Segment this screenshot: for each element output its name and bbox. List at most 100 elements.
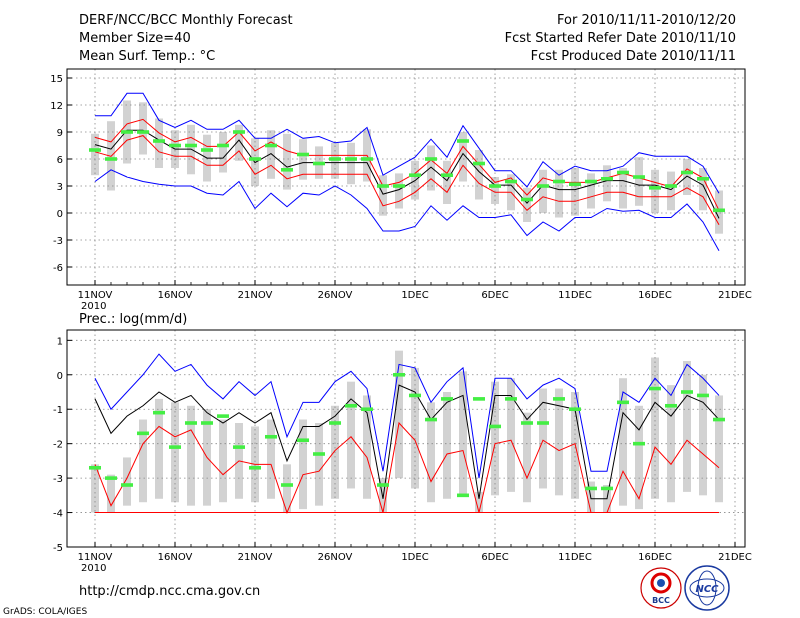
ensemble-box (299, 419, 307, 510)
mean-marker (425, 157, 437, 161)
mean-marker (345, 157, 357, 161)
mean-marker (361, 407, 373, 412)
ensemble-box (267, 419, 275, 499)
x-tick-label: 21DEC (718, 290, 752, 301)
series-line-max (94, 353, 720, 479)
ensemble-box (539, 169, 547, 213)
ensemble-box (219, 419, 227, 503)
ensemble-box (219, 132, 227, 173)
plot-frame (66, 68, 746, 286)
mean-marker (153, 139, 165, 143)
mean-marker (377, 483, 389, 487)
mean-marker (201, 148, 213, 152)
mean-marker (169, 143, 181, 148)
mean-marker (553, 397, 565, 401)
mean-marker (137, 431, 149, 436)
mean-marker (585, 179, 597, 184)
ncc-logo: NCC (684, 565, 730, 611)
ensemble-box (443, 392, 451, 499)
ensemble-box (603, 165, 611, 202)
mean-marker (217, 414, 229, 418)
x-tick-year-label: 2010 (81, 563, 106, 574)
mean-marker (89, 465, 101, 470)
mean-marker (473, 397, 485, 401)
mean-marker (505, 397, 517, 401)
ensemble-box (699, 374, 707, 496)
mean-marker (137, 130, 149, 134)
x-tick-label: 1DEC (401, 290, 428, 301)
mean-marker (185, 143, 197, 148)
bcc-logo: BCC (640, 567, 682, 609)
ensemble-box (411, 367, 419, 489)
mean-marker (521, 421, 533, 425)
mean-marker (457, 139, 469, 143)
y-tick-label: 9 (57, 128, 63, 139)
plot-frame (66, 329, 746, 548)
ensemble-box (587, 173, 595, 209)
mean-marker (585, 486, 597, 491)
ensemble-box (523, 412, 531, 503)
mean-marker (569, 407, 581, 412)
ensemble-box (683, 361, 691, 492)
mean-marker (569, 182, 581, 186)
x-tick-label: 6DEC (481, 552, 508, 563)
x-tick-label: 11NOV (78, 552, 113, 563)
ensemble-box (635, 157, 643, 206)
forecast-period: For 2010/11/11-2010/12/20 (557, 13, 736, 28)
fcst-produced-date: Fcst Produced Date 2010/11/11 (531, 49, 736, 64)
mean-marker (601, 177, 613, 181)
mean-marker (393, 184, 405, 188)
x-tick-label: 21NOV (238, 552, 273, 563)
y-tick-label: 0 (57, 371, 63, 382)
mean-marker (553, 179, 565, 184)
ensemble-box (155, 398, 163, 499)
ensemble-box (379, 175, 387, 216)
mean-marker (105, 157, 117, 161)
ensemble-box (539, 388, 547, 489)
mean-marker (265, 434, 277, 439)
y-tick-label: 1 (57, 336, 63, 347)
y-tick-label: 15 (50, 74, 63, 85)
y-tick-label: -2 (53, 440, 63, 451)
ensemble-box (651, 357, 659, 499)
mean-marker (313, 452, 325, 456)
mean-marker (505, 179, 517, 184)
ensemble-box (459, 132, 467, 182)
mean-marker (121, 130, 133, 134)
mean-marker (649, 186, 661, 190)
mean-marker (265, 143, 277, 148)
series-line-min (94, 169, 720, 252)
mean-marker (89, 148, 101, 152)
series-line-red_lower (94, 135, 720, 225)
mean-marker (233, 445, 245, 449)
x-tick-label: 11DEC (558, 290, 592, 301)
ensemble-box (619, 378, 627, 506)
mean-marker (713, 417, 725, 422)
ensemble-box (635, 405, 643, 510)
mean-marker (633, 175, 645, 179)
x-tick-year-label: 2010 (81, 301, 106, 312)
grads-credit: GrADS: COLA/IGES (3, 607, 87, 617)
mean-marker (409, 393, 421, 398)
x-tick-label: 11NOV (78, 290, 113, 301)
ensemble-box (299, 139, 307, 180)
x-tick-label: 21DEC (718, 552, 752, 563)
ensemble-box (667, 171, 675, 211)
y-tick-label: -4 (53, 509, 63, 520)
series-line-min_red (94, 421, 720, 514)
series-line-red_upper (94, 118, 720, 211)
ensemble-box (395, 350, 403, 479)
mean-marker (489, 424, 501, 429)
mean-marker (217, 143, 229, 148)
y-tick-label: -3 (53, 474, 63, 485)
ensemble-box (139, 102, 147, 155)
mean-marker (345, 403, 357, 408)
mean-marker (249, 465, 261, 470)
y-tick-label: -3 (53, 236, 63, 247)
y-tick-label: 12 (50, 101, 63, 112)
bcc-swirl-icon (650, 572, 672, 594)
ensemble-box (155, 118, 163, 168)
series-line-mean (94, 129, 720, 219)
